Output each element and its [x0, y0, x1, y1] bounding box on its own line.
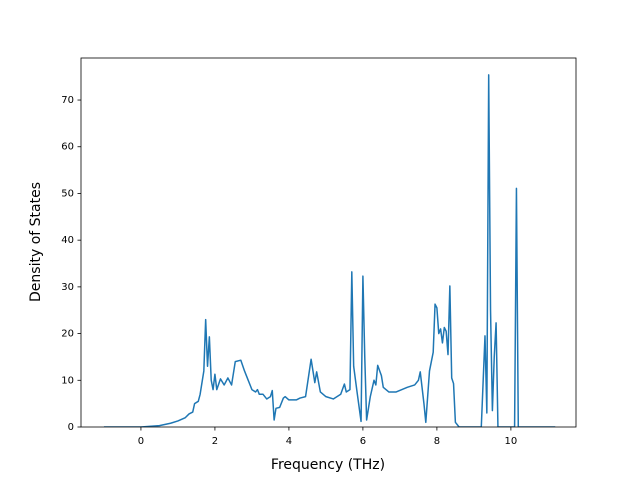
plot-frame: [80, 57, 577, 428]
y-tick-label: 20: [61, 329, 74, 340]
y-tick-label: 10: [61, 375, 74, 386]
x-tick-label: 8: [434, 436, 440, 447]
y-tick-label: 40: [61, 235, 74, 246]
y-tick-label: 60: [61, 142, 74, 153]
line: [103, 74, 556, 427]
y-tick-label: 50: [61, 188, 74, 199]
x-tick-label: 2: [212, 436, 218, 447]
x-tick-label: 4: [286, 436, 292, 447]
y-tick-label: 0: [68, 422, 74, 433]
y-axis-label: Density of States: [28, 182, 44, 302]
x-axis-label: Frequency (THz): [271, 457, 385, 473]
y-tick-label: 30: [61, 282, 74, 293]
x-tick-label: 0: [138, 436, 144, 447]
y-tick-label: 70: [61, 95, 74, 106]
x-tick-label: 10: [505, 436, 518, 447]
x-tick-label: 6: [360, 436, 366, 447]
